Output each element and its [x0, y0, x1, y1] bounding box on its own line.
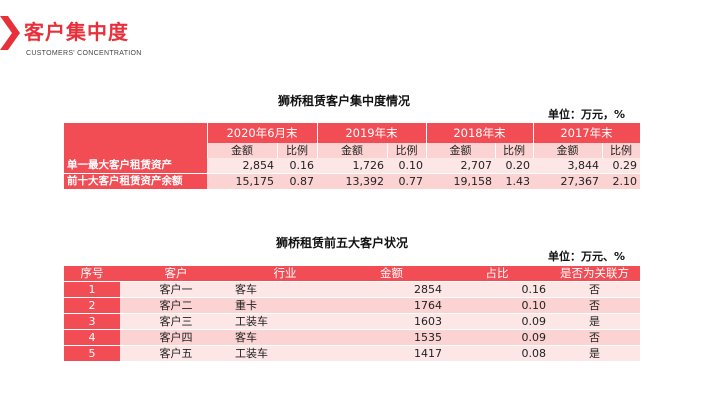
related-cell: 否	[549, 297, 640, 314]
amount-cell: 1417	[338, 345, 445, 361]
table-cell: 0.20	[495, 158, 533, 174]
table-row: 单一最大客户租赁资产 2,854 0.16 1,726 0.10 2,707 0…	[64, 158, 640, 174]
customer-cell: 客户一	[120, 281, 232, 298]
period-header: 2019年末	[317, 123, 427, 143]
column-header: 客户	[120, 266, 232, 282]
table-row: 3 客户三 工装车 1603 0.09 是	[64, 313, 640, 330]
table-cell: 13,392	[317, 173, 387, 189]
table2-unit: 单位：万元、%	[548, 250, 626, 263]
table-row: 前十大客户租赁资产余额 15,175 0.87 13,392 0.77 19,1…	[64, 173, 640, 189]
subheader-ratio: 比例	[602, 143, 641, 158]
amount-cell: 2854	[338, 281, 445, 298]
table1-header-row: 2020年6月末 2019年末 2018年末 2017年末	[64, 123, 641, 143]
industry-cell: 客车	[232, 329, 338, 346]
concentration-table: 2020年6月末 2019年末 2018年末 2017年末 金额 比例 金额 比…	[64, 123, 641, 189]
customer-cell: 客户四	[120, 329, 232, 346]
customer-cell: 客户二	[120, 297, 232, 314]
subheader-ratio: 比例	[387, 143, 427, 158]
subheader-amount: 金额	[426, 143, 496, 158]
industry-cell: 工装车	[232, 345, 338, 361]
table-cell: 1.43	[495, 173, 533, 189]
period-header: 2020年6月末	[207, 123, 318, 143]
table-row: 4 客户四 客车 1535 0.09 否	[64, 329, 640, 346]
related-cell: 是	[549, 345, 640, 361]
amount-cell: 1535	[338, 329, 445, 346]
table-cell: 3,844	[533, 158, 602, 174]
subheader-ratio: 比例	[277, 143, 318, 158]
table-cell: 19,158	[426, 173, 495, 189]
top-customers-table: 序号 客户 行业 金额 占比 是否为关联方 1 客户一 客车 2854 0.16…	[64, 266, 640, 361]
industry-cell: 重卡	[232, 297, 338, 314]
industry-cell: 工装车	[232, 313, 338, 330]
customer-cell: 客户五	[120, 345, 232, 361]
related-cell: 否	[549, 281, 640, 298]
table-row: 2 客户二 重卡 1764 0.10 否	[64, 297, 640, 314]
table1-title: 狮桥租赁客户集中度情况	[278, 94, 411, 108]
table-cell: 27,367	[533, 173, 602, 189]
subheader-ratio: 比例	[495, 143, 534, 158]
table1-unit: 单位：万元，%	[548, 108, 626, 121]
ratio-cell: 0.10	[445, 297, 549, 314]
amount-cell: 1764	[338, 297, 445, 314]
table-cell: 0.77	[387, 173, 426, 189]
row-index: 4	[64, 329, 120, 346]
column-header: 是否为关联方	[549, 266, 640, 282]
row-label: 单一最大客户租赁资产	[64, 158, 207, 174]
table-cell: 0.16	[277, 158, 317, 174]
table-cell: 2,854	[207, 158, 277, 174]
customer-cell: 客户三	[120, 313, 232, 330]
period-header: 2018年末	[426, 123, 534, 143]
table2-title: 狮桥租赁前五大客户状况	[276, 236, 409, 250]
row-index: 1	[64, 281, 120, 298]
table1-corner-cell	[64, 123, 208, 143]
table-cell: 0.87	[277, 173, 317, 189]
page-subtitle: CUSTOMERS' CONCENTRATION	[26, 50, 142, 57]
table-cell: 1,726	[317, 158, 387, 174]
table-cell: 15,175	[207, 173, 277, 189]
chevron-right-icon	[0, 16, 20, 50]
column-header: 行业	[232, 266, 338, 282]
column-header: 占比	[445, 266, 549, 282]
ratio-cell: 0.08	[445, 345, 549, 361]
ratio-cell: 0.09	[445, 313, 549, 330]
table-cell: 2.10	[602, 173, 640, 189]
table-cell: 0.10	[387, 158, 426, 174]
related-cell: 是	[549, 313, 640, 330]
row-index: 2	[64, 297, 120, 314]
table1-subheader-row: 金额 比例 金额 比例 金额 比例 金额 比例	[64, 143, 641, 158]
row-index: 5	[64, 345, 120, 361]
related-cell: 否	[549, 329, 640, 346]
row-label: 前十大客户租赁资产余额	[64, 173, 207, 189]
column-header: 金额	[338, 266, 445, 282]
subheader-amount: 金额	[533, 143, 603, 158]
table-row: 1 客户一 客车 2854 0.16 否	[64, 281, 640, 298]
amount-cell: 1603	[338, 313, 445, 330]
subheader-amount: 金额	[207, 143, 278, 158]
table1-corner-cell	[64, 143, 208, 158]
period-header: 2017年末	[533, 123, 641, 143]
ratio-cell: 0.09	[445, 329, 549, 346]
table-cell: 2,707	[426, 158, 495, 174]
subheader-amount: 金额	[317, 143, 388, 158]
table-cell: 0.29	[602, 158, 640, 174]
row-index: 3	[64, 313, 120, 330]
page-title: 客户集中度	[24, 20, 129, 44]
industry-cell: 客车	[232, 281, 338, 298]
ratio-cell: 0.16	[445, 281, 549, 298]
table-row: 5 客户五 工装车 1417 0.08 是	[64, 345, 640, 361]
column-header: 序号	[64, 266, 120, 282]
table2-header-row: 序号 客户 行业 金额 占比 是否为关联方	[64, 266, 640, 282]
